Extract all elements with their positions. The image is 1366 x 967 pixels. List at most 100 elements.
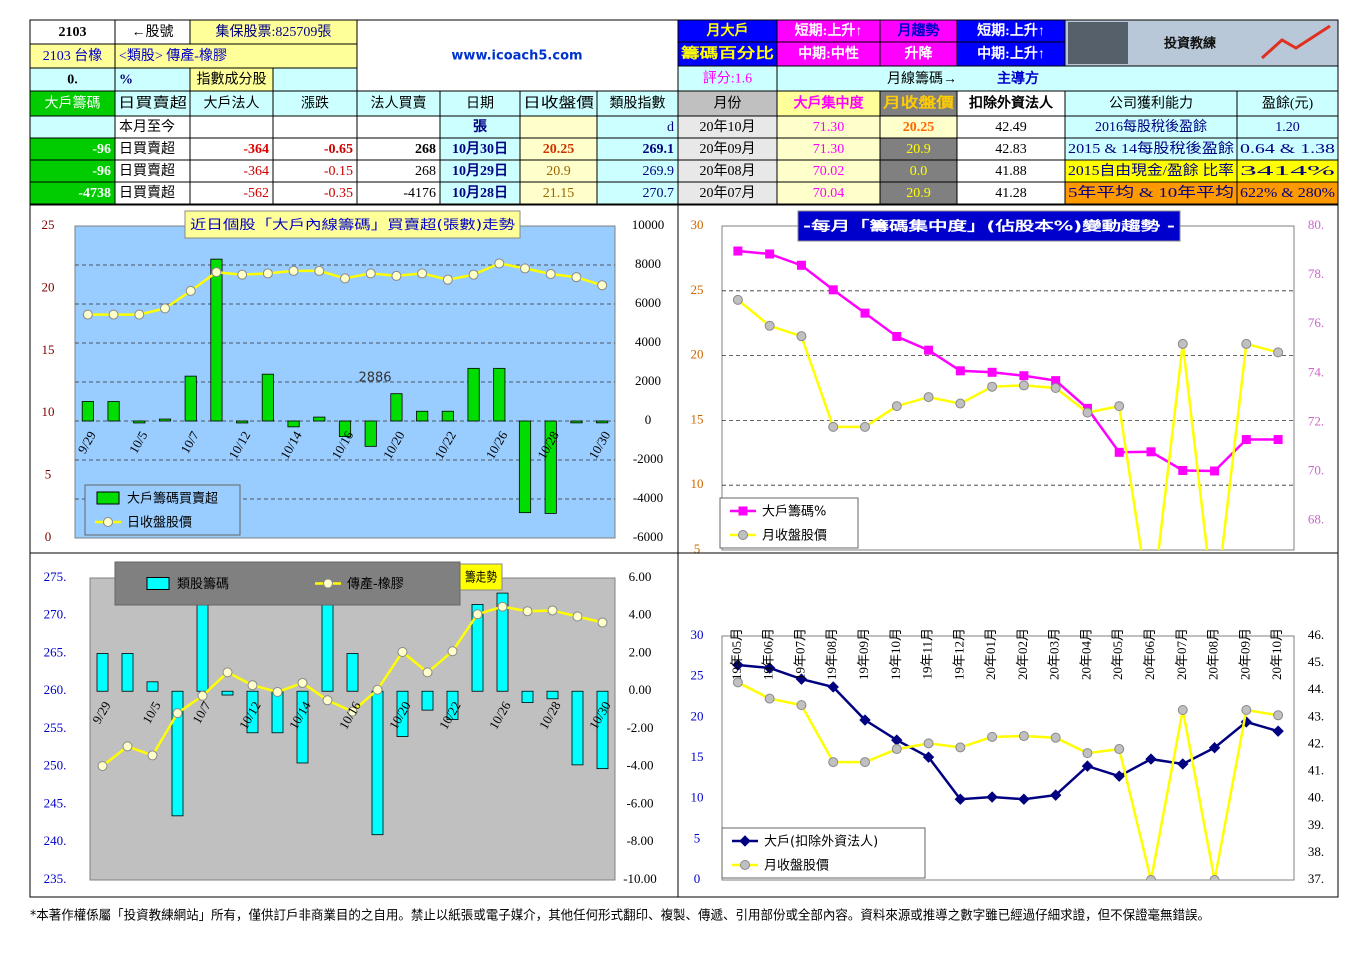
x-tick-label: 20年08月: [1206, 628, 1221, 680]
cell: [677, 65, 778, 92]
y2-tick-label: 42.: [1308, 735, 1324, 750]
point: [764, 320, 775, 331]
cell: [776, 65, 1339, 92]
cell: [1236, 181, 1339, 205]
y-tick-label: 275.: [44, 569, 67, 584]
y2-tick-label: 4000: [635, 334, 661, 349]
y2-tick-label: 39.: [1308, 817, 1324, 832]
bar: [261, 373, 274, 422]
point: [1272, 725, 1284, 737]
bar: [493, 367, 506, 422]
point: [860, 308, 870, 318]
column-header: 漲跌: [301, 96, 329, 112]
cell-text: 籌碼百分比: [681, 45, 774, 62]
point: [472, 609, 483, 620]
cell: [356, 115, 441, 139]
point: [987, 381, 998, 392]
table-cell: 270.7: [643, 186, 675, 201]
point: [572, 611, 583, 622]
table-cell: -4738: [78, 186, 111, 201]
point: [1210, 466, 1220, 476]
legend-label: 月收盤股價: [764, 859, 829, 874]
bar: [81, 401, 94, 422]
y2-tick-label: 68.: [1308, 512, 1324, 527]
cell: [519, 115, 598, 139]
point: [522, 606, 533, 617]
point: [1114, 447, 1124, 457]
legend-swatch: [146, 577, 170, 590]
line: [737, 249, 1279, 473]
table-cell: 5年平均 & 10年平均: [1068, 185, 1234, 201]
bar: [371, 690, 384, 836]
table-cell: 41.28: [995, 186, 1027, 201]
bar: [546, 690, 559, 700]
point: [1273, 347, 1284, 358]
cell: [272, 67, 358, 92]
y-tick-label: 25: [42, 217, 55, 232]
table-cell: -4176: [403, 186, 436, 201]
point: [322, 695, 333, 706]
y2-tick-label: 0.00: [629, 682, 652, 697]
x-tick-label: 20年07月: [1174, 628, 1189, 680]
column-header: 日買賣超: [118, 96, 187, 112]
column-header: 類股指數: [610, 96, 666, 112]
column-header: 月份: [714, 96, 742, 112]
point: [372, 684, 383, 695]
point: [1146, 447, 1156, 457]
y-tick-label: 10: [691, 790, 704, 805]
column-header: 扣除外資法人: [969, 95, 1054, 112]
y2-tick-label: 37.: [1308, 871, 1324, 886]
point: [108, 309, 119, 320]
annotation: 2886: [358, 371, 391, 386]
point: [923, 392, 934, 403]
y-tick-label: 0: [45, 529, 52, 544]
point: [1209, 875, 1220, 880]
x-tick-label: 19年11月: [920, 628, 935, 680]
point: [891, 744, 902, 755]
bar: [107, 401, 120, 422]
leader-label: 月線籌碼→: [887, 71, 957, 87]
point: [1177, 758, 1189, 770]
chart-title: -每月「籌碼集中度」(佔股本%)變動趨勢 -: [803, 219, 1175, 235]
table-cell: d: [667, 120, 674, 135]
bar: [313, 416, 326, 422]
point: [397, 646, 408, 657]
chart-title-box: [797, 210, 1181, 242]
bar: [346, 653, 359, 692]
point: [954, 793, 967, 805]
y2-tick-label: 43.: [1308, 708, 1324, 723]
bar: [184, 375, 197, 422]
point: [732, 659, 744, 671]
point: [571, 272, 582, 283]
table-cell: 70.02: [813, 164, 845, 179]
point: [738, 506, 748, 516]
chart-title: 籌走勢: [465, 571, 497, 586]
y2-tick-label: 6000: [635, 295, 661, 310]
point: [732, 677, 743, 688]
table-cell: -96: [92, 142, 111, 157]
legend-label: 大戶(扣除外資法人): [764, 835, 878, 850]
point: [763, 662, 776, 674]
bar: [421, 690, 434, 711]
cell: [776, 90, 881, 117]
y-tick-label: 5: [694, 541, 701, 556]
line: [737, 663, 1279, 801]
cell-text: 集保股票:825709張: [216, 23, 332, 40]
y2-tick-label: 41.: [1308, 763, 1324, 778]
point: [262, 268, 273, 279]
bar: [321, 578, 334, 692]
bar: [246, 690, 259, 734]
point: [892, 331, 902, 341]
legend-label: 大戶籌碼買賣超: [127, 492, 218, 507]
bar: [471, 604, 484, 692]
footer: *本著作權係屬「投資教練網站」所有，僅供訂戶非商業目的之自用。禁止以紙張或電子媒…: [30, 908, 1210, 924]
point: [1241, 338, 1252, 349]
bar: [596, 420, 609, 424]
point: [955, 742, 966, 753]
point: [314, 265, 325, 276]
table-cell: -364: [243, 164, 269, 179]
x-tick-label: 19年12月: [951, 628, 966, 680]
y2-tick-label: 2000: [635, 373, 661, 388]
bar: [338, 420, 352, 438]
point: [859, 714, 871, 726]
